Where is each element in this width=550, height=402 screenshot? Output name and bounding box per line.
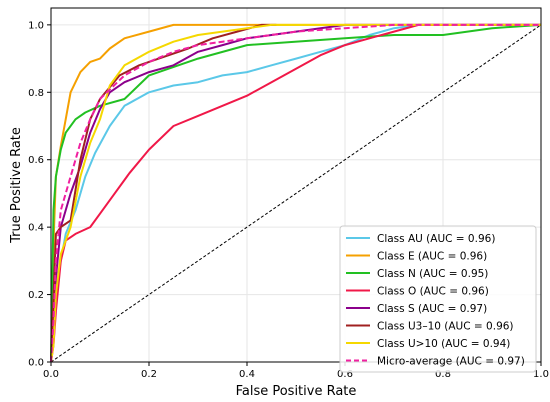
legend-entry-label: Class E (AUC = 0.96)	[377, 251, 487, 263]
legend-entry-label: Class U>10 (AUC = 0.94)	[377, 338, 510, 350]
grid	[50, 8, 542, 363]
x-tick-label: 0.8	[435, 369, 451, 380]
y-axis-label: True Positive Rate	[9, 127, 24, 244]
x-axis-label: False Positive Rate	[236, 384, 357, 399]
y-tick-label: 0.4	[28, 223, 44, 234]
diagonal-reference	[50, 24, 542, 363]
x-tick-label: 0.6	[337, 369, 353, 380]
y-tick-label: 1.0	[28, 20, 44, 31]
legend-entry-label: Class AU (AUC = 0.96)	[377, 233, 495, 245]
y-tick-label: 0.0	[28, 358, 44, 369]
x-tick-label: 0.4	[239, 369, 255, 380]
legend-entry-label: Micro-average (AUC = 0.97)	[377, 356, 525, 368]
x-tick-label: 1.0	[533, 369, 549, 380]
y-tick-label: 0.2	[28, 290, 44, 301]
roc-curves	[50, 23, 542, 363]
legend-entry-label: Class U3–10 (AUC = 0.96)	[377, 321, 514, 333]
roc-curve-series-5	[50, 23, 277, 363]
roc-curve-series-2	[50, 23, 542, 363]
legend-entry-label: Class S (AUC = 0.97)	[377, 303, 487, 315]
legend: Class AU (AUC = 0.96) Class E (AUC = 0.96…	[339, 225, 537, 373]
x-tick-label: 0.0	[43, 369, 59, 380]
legend-box	[339, 225, 537, 373]
plot-frame	[50, 7, 542, 363]
roc-curve-series-6	[50, 23, 541, 363]
y-tick-label: 0.8	[28, 88, 44, 99]
legend-entry-label: Class N (AUC = 0.95)	[377, 268, 488, 280]
legend-entry-label: Class O (AUC = 0.96)	[377, 286, 489, 298]
y-tick-label: 0.6	[28, 155, 44, 166]
axis-ticks: 0.0 0.2 0.4 0.6 0.8 1.0 0.0 0.2 0.4 0.6 0.8 1.0	[28, 20, 549, 380]
x-tick-label: 0.2	[141, 369, 157, 380]
chance-diagonal-line	[50, 24, 542, 363]
